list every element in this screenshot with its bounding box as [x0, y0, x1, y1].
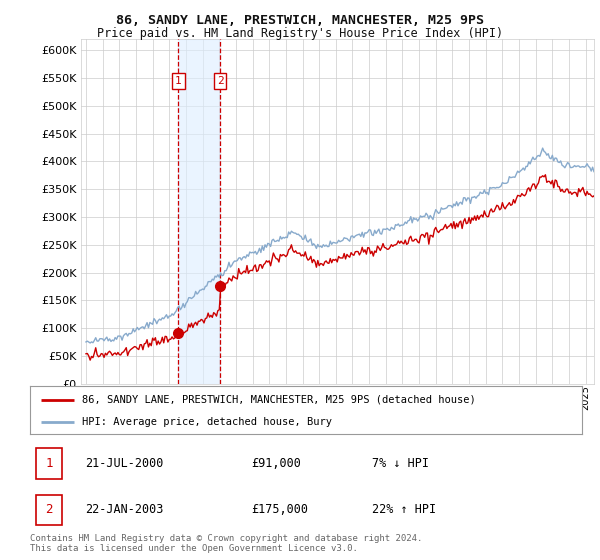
- Text: 86, SANDY LANE, PRESTWICH, MANCHESTER, M25 9PS: 86, SANDY LANE, PRESTWICH, MANCHESTER, M…: [116, 14, 484, 27]
- Text: 1: 1: [175, 76, 182, 86]
- Text: 2: 2: [217, 76, 224, 86]
- Text: Price paid vs. HM Land Registry's House Price Index (HPI): Price paid vs. HM Land Registry's House …: [97, 27, 503, 40]
- Bar: [178, 39, 220, 384]
- Text: 86, SANDY LANE, PRESTWICH, MANCHESTER, M25 9PS (detached house): 86, SANDY LANE, PRESTWICH, MANCHESTER, M…: [82, 395, 476, 405]
- Text: Contains HM Land Registry data © Crown copyright and database right 2024.
This d: Contains HM Land Registry data © Crown c…: [30, 534, 422, 553]
- Text: 1: 1: [45, 457, 53, 470]
- Text: 2: 2: [45, 503, 53, 516]
- FancyBboxPatch shape: [35, 495, 62, 525]
- Text: 22-JAN-2003: 22-JAN-2003: [85, 503, 164, 516]
- Text: 22% ↑ HPI: 22% ↑ HPI: [372, 503, 436, 516]
- Text: £175,000: £175,000: [251, 503, 308, 516]
- FancyBboxPatch shape: [35, 448, 62, 478]
- Text: HPI: Average price, detached house, Bury: HPI: Average price, detached house, Bury: [82, 417, 332, 427]
- Text: 21-JUL-2000: 21-JUL-2000: [85, 457, 164, 470]
- Text: 7% ↓ HPI: 7% ↓ HPI: [372, 457, 429, 470]
- Text: £91,000: £91,000: [251, 457, 301, 470]
